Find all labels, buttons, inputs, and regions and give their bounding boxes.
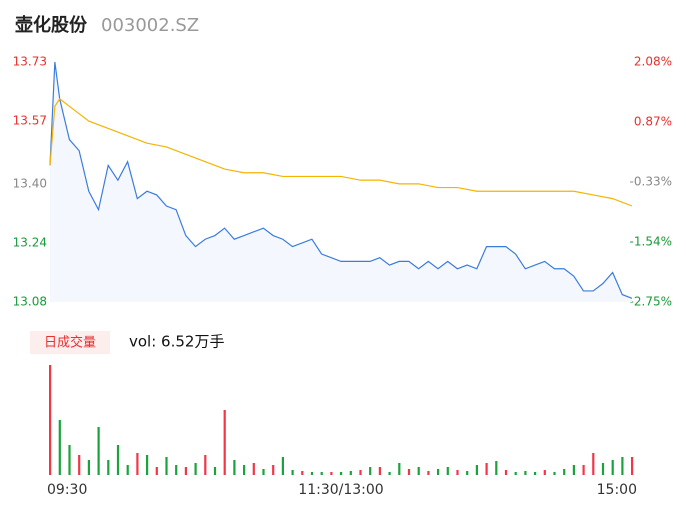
volume-bar — [146, 455, 149, 475]
volume-bar — [68, 445, 71, 475]
volume-bar — [524, 471, 527, 475]
volume-bar — [388, 472, 391, 475]
volume-bar — [291, 470, 294, 475]
x-tick-label: 15:00 — [597, 482, 637, 498]
volume-bar — [97, 427, 100, 475]
volume-bar — [107, 460, 110, 475]
volume-bar — [514, 472, 517, 475]
volume-bar — [359, 470, 362, 475]
y2-tick-label: -1.54% — [630, 234, 672, 248]
volume-bar — [262, 469, 265, 475]
volume-bar — [398, 463, 401, 475]
volume-bar — [78, 455, 81, 475]
volume-bar — [301, 471, 304, 475]
y-tick-label: 13.73 — [13, 55, 47, 69]
volume-bar — [601, 463, 605, 475]
volume-bar — [563, 469, 566, 475]
volume-bar — [204, 455, 207, 475]
y2-tick-label: -0.33% — [630, 174, 672, 188]
volume-bar — [155, 467, 158, 475]
volume-button-bg[interactable] — [30, 331, 110, 354]
volume-bar — [116, 445, 120, 475]
y-tick-label: 13.08 — [13, 295, 47, 309]
volume-bar — [126, 465, 129, 475]
volume-bar — [310, 472, 314, 475]
volume-bar — [504, 470, 508, 475]
volume-bar — [165, 457, 168, 475]
y2-tick-label: -2.75% — [630, 295, 672, 309]
volume-bar — [427, 471, 430, 475]
x-tick-label: 11:30/13:00 — [298, 482, 383, 498]
volume-bar — [223, 410, 226, 475]
volume-label: vol: 6.52万手 — [129, 333, 224, 351]
volume-bar — [553, 472, 556, 475]
volume-bar — [495, 461, 498, 475]
volume-bar — [407, 469, 411, 475]
volume-bar — [233, 460, 236, 475]
y2-tick-label: 2.08% — [634, 55, 672, 69]
price-line — [49, 61, 633, 299]
volume-bar — [136, 453, 139, 475]
volume-bar — [330, 472, 333, 475]
volume-bar — [475, 465, 478, 475]
volume-bar — [378, 467, 381, 475]
volume-bar — [243, 465, 246, 475]
volume-bar — [437, 469, 440, 475]
y2-tick-label: 0.87% — [634, 115, 672, 129]
volume-bar — [49, 365, 52, 475]
volume-bar — [543, 470, 546, 475]
volume-bar — [456, 470, 459, 475]
volume-bar — [417, 467, 420, 475]
volume-bar — [466, 471, 469, 475]
stock-code: 003002.SZ — [101, 15, 199, 36]
volume-bar — [611, 460, 614, 475]
volume-bar — [340, 472, 343, 475]
volume-bar — [213, 467, 217, 475]
volume-bar — [184, 467, 187, 475]
volume-bar — [534, 472, 537, 475]
volume-bar — [194, 463, 197, 475]
average-line — [49, 98, 633, 207]
volume-bar — [582, 465, 585, 475]
volume-bar — [252, 463, 255, 475]
y-tick-label: 13.24 — [13, 235, 47, 249]
stock-name: 壶化股份 — [15, 14, 88, 36]
y-tick-label: 13.57 — [13, 114, 47, 128]
volume-bar — [592, 453, 595, 475]
volume-bar — [631, 457, 634, 475]
y-tick-label: 13.40 — [13, 176, 47, 190]
volume-button[interactable]: 日成交量 — [44, 335, 96, 351]
price-area — [50, 62, 632, 302]
volume-bar — [621, 457, 624, 475]
volume-bar — [320, 472, 323, 475]
volume-bar — [572, 465, 575, 475]
volume-bar — [281, 457, 284, 475]
volume-bar — [349, 471, 352, 475]
volume-bar — [272, 465, 275, 475]
volume-bar — [175, 465, 178, 475]
volume-bar — [369, 467, 372, 475]
volume-bar — [58, 420, 61, 475]
volume-bar — [485, 463, 488, 475]
volume-bar — [87, 460, 90, 475]
x-tick-label: 09:30 — [47, 482, 87, 498]
volume-bar — [446, 467, 449, 475]
